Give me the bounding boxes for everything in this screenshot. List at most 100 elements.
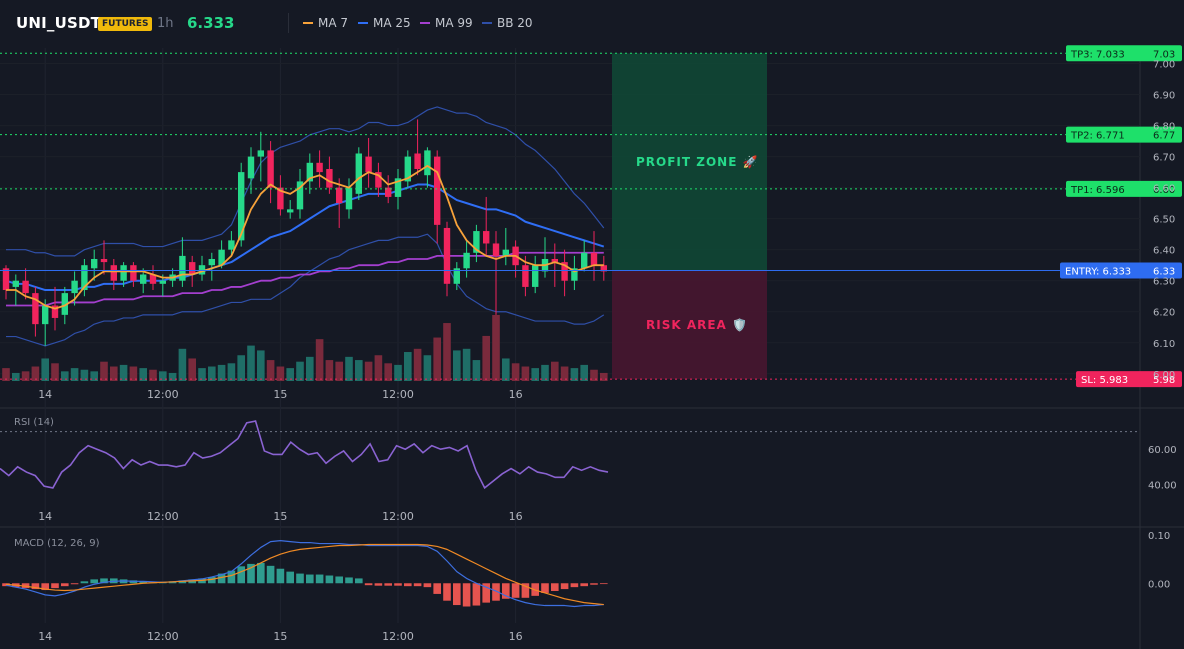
candle-body xyxy=(502,249,509,256)
header-divider xyxy=(288,13,289,33)
legend-ma99-swatch xyxy=(420,22,430,24)
level-label-tp: TP2: 6.771 xyxy=(1070,131,1125,142)
volume-bar xyxy=(306,356,314,381)
volume-bar xyxy=(208,366,216,381)
time-tick-label: 12:00 xyxy=(147,388,179,401)
candle xyxy=(345,178,353,219)
candle-body xyxy=(149,274,157,284)
candle-body xyxy=(296,181,304,210)
legend-ma99-label: MA 99 xyxy=(435,16,473,30)
candle-body xyxy=(443,227,451,284)
legend-bb20[interactable]: BB 20 xyxy=(482,16,533,30)
legend-bb20-swatch xyxy=(482,22,492,24)
volume-bar xyxy=(335,361,343,381)
candle xyxy=(81,258,88,297)
volume-bar xyxy=(168,372,177,381)
macd-histogram-bar xyxy=(227,570,236,584)
candle-body xyxy=(590,252,598,266)
chart-header: UNI_USDT FUTURES 1h 6.333 MA 7 MA 25 MA … xyxy=(0,0,1184,48)
volume-bar xyxy=(51,363,59,381)
volume-bar xyxy=(21,371,30,381)
volume-bar xyxy=(188,358,196,381)
candle-body xyxy=(179,255,186,281)
macd-histogram-bar xyxy=(51,583,59,589)
candle-body xyxy=(394,178,402,197)
candle xyxy=(277,175,284,216)
level-axis-value-sl: 5.98 xyxy=(1153,375,1175,386)
candle-body xyxy=(12,280,19,287)
candle xyxy=(189,255,196,287)
candle xyxy=(257,131,264,182)
macd-histogram-bar xyxy=(551,583,559,592)
volume-bar xyxy=(541,364,549,381)
candle-body xyxy=(453,268,460,284)
volume-bar xyxy=(110,366,118,381)
profit-zone xyxy=(612,53,767,271)
volume-bar xyxy=(580,364,588,381)
macd-histogram-bar xyxy=(462,583,471,607)
candle xyxy=(198,255,206,281)
candle-body xyxy=(71,280,78,294)
macd-histogram-bar xyxy=(570,583,579,588)
level-label-entry-box xyxy=(1060,262,1182,279)
timeframe-label[interactable]: 1h xyxy=(157,16,174,31)
legend-ma25[interactable]: MA 25 xyxy=(358,16,411,30)
candle xyxy=(91,249,98,281)
volume-bar xyxy=(433,337,441,381)
time-tick-label: 16 xyxy=(509,510,523,523)
candle-body xyxy=(267,150,274,188)
macd-histogram-bar xyxy=(600,583,608,585)
candle-body xyxy=(345,187,353,210)
macd-title: MACD (12, 26, 9) xyxy=(14,538,100,549)
volume-bar xyxy=(364,361,373,381)
candle-body xyxy=(463,252,470,269)
candle-body xyxy=(306,162,313,182)
candle-body xyxy=(336,187,343,204)
volume-bar xyxy=(472,360,481,381)
candle-body xyxy=(434,156,441,225)
candle xyxy=(316,150,323,188)
candle-body xyxy=(247,156,255,179)
volume-bar xyxy=(315,339,324,381)
candle-body xyxy=(385,187,392,197)
symbol-name[interactable]: UNI_USDT xyxy=(16,14,102,32)
candle xyxy=(296,169,304,219)
candle xyxy=(130,262,137,287)
candle xyxy=(502,227,509,266)
macd-histogram-bar xyxy=(80,581,89,584)
level-label-tp: TP1: 6.596 xyxy=(1070,185,1125,196)
level-label-tp: TP3: 7.033 xyxy=(1070,49,1125,60)
level-label-entry: ENTRY: 6.333 xyxy=(1065,266,1131,277)
candle-body xyxy=(287,209,294,213)
candle-body xyxy=(81,265,88,291)
time-tick-label: 14 xyxy=(38,388,52,401)
candle-body xyxy=(61,293,68,315)
volume-bar xyxy=(521,366,530,381)
candle-body xyxy=(228,240,235,250)
candle xyxy=(483,196,490,256)
volume-bar xyxy=(511,363,520,381)
candle xyxy=(492,231,500,315)
legend-ma25-label: MA 25 xyxy=(373,16,411,30)
candle xyxy=(218,240,225,269)
candle xyxy=(590,231,598,281)
macd-histogram-bar xyxy=(315,574,324,584)
time-tick-label: 15 xyxy=(273,388,287,401)
macd-histogram-bar xyxy=(276,568,285,584)
candle xyxy=(336,178,343,228)
volume-bar xyxy=(159,371,167,381)
candle xyxy=(287,200,294,219)
macd-histogram-bar xyxy=(423,583,432,588)
price-tick-label: 6.20 xyxy=(1153,308,1175,319)
macd-histogram-bar xyxy=(433,583,441,594)
ma25-line xyxy=(5,183,605,292)
legend-ma7[interactable]: MA 7 xyxy=(303,16,348,30)
legend-ma99[interactable]: MA 99 xyxy=(420,16,473,30)
volume-bar xyxy=(404,352,412,381)
price-tick-label: 6.00 xyxy=(1153,370,1175,381)
candle xyxy=(532,255,539,294)
time-tick-label: 15 xyxy=(273,510,287,523)
time-tick-label: 14 xyxy=(38,510,52,523)
volume-bar xyxy=(443,323,451,381)
